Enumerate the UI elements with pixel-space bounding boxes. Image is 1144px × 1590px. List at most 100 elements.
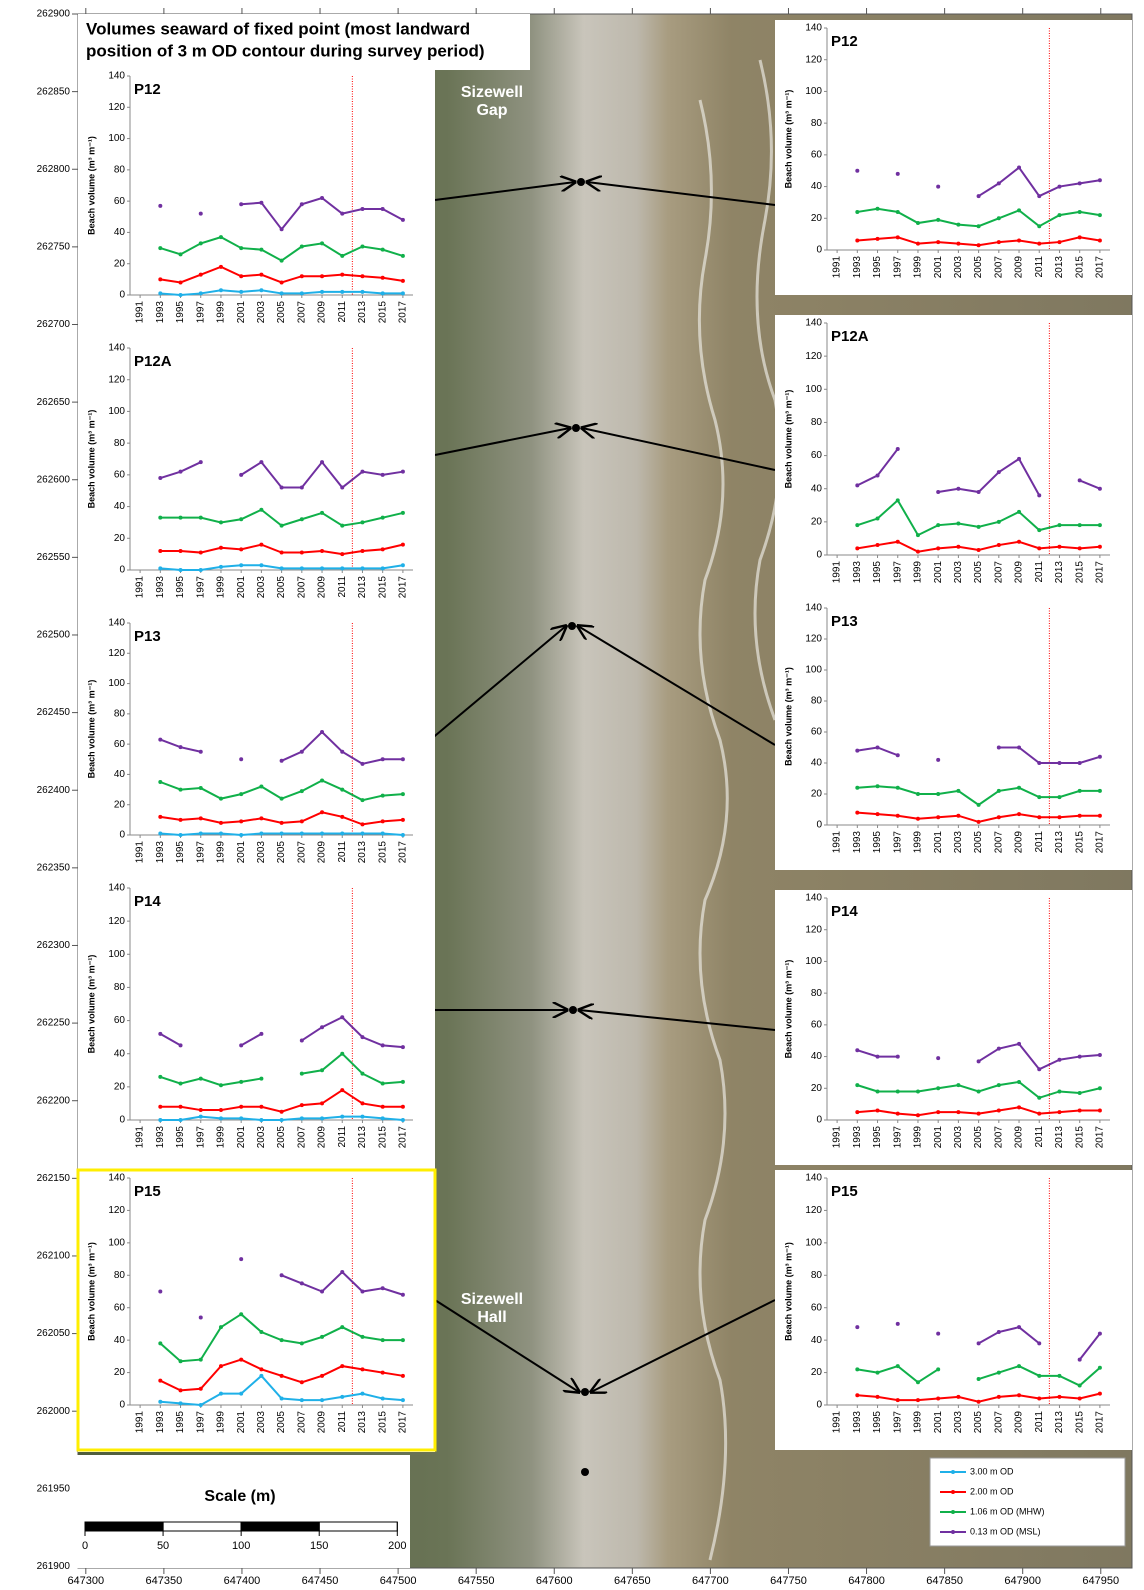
data-point (380, 566, 385, 571)
data-point (1037, 815, 1042, 820)
data-point (158, 1118, 163, 1122)
data-point (239, 563, 244, 568)
data-point (320, 778, 325, 783)
y-tick-label: 40 (811, 483, 823, 494)
data-point (380, 793, 385, 798)
data-point (1077, 1357, 1082, 1362)
x-tick-label: 1991 (832, 831, 843, 854)
scale-tick-label: 0 (82, 1540, 88, 1552)
chart-panel (78, 340, 435, 615)
y-tick-label: 60 (114, 739, 126, 750)
data-point (875, 1370, 880, 1375)
y-tick-label: 100 (108, 678, 125, 689)
chart-title: P14 (134, 893, 161, 910)
data-point (915, 533, 920, 538)
y-tick-label: 0 (816, 1115, 822, 1126)
data-point (299, 202, 304, 207)
data-point (198, 291, 203, 296)
x-tick-label: 1991 (832, 1411, 843, 1434)
data-point (1037, 795, 1042, 800)
data-point (178, 1359, 183, 1364)
data-point (360, 1035, 365, 1040)
data-point (279, 1109, 284, 1114)
data-point (1057, 184, 1062, 189)
data-point (360, 1289, 365, 1294)
y-tick-label: 60 (811, 1019, 823, 1030)
y-tick-label: 140 (108, 343, 125, 354)
data-point (976, 548, 981, 553)
data-point (360, 289, 365, 294)
data-point (299, 244, 304, 249)
x-tick-label: 2015 (1074, 256, 1085, 279)
data-point (895, 1398, 900, 1403)
legend-label: 2.00 m OD (970, 1486, 1014, 1496)
data-point (400, 1338, 405, 1343)
y-axis-label: Beach volume (m³ m⁻¹) (86, 955, 96, 1054)
x-tick-label: 2013 (357, 1126, 368, 1149)
place-label: Gap (476, 102, 507, 119)
data-point (1037, 224, 1042, 229)
x-tick-label: 1995 (872, 256, 883, 279)
profile-point (581, 1468, 589, 1476)
data-point (400, 1079, 405, 1084)
x-tick-label: 2017 (398, 1126, 409, 1149)
data-point (279, 485, 284, 490)
y-axis-label: Beach volume (m³ m⁻¹) (783, 667, 793, 766)
data-point (178, 293, 183, 297)
data-point (218, 1116, 223, 1121)
data-point (1077, 1383, 1082, 1388)
data-point (976, 1377, 981, 1382)
data-point (1017, 238, 1022, 243)
y-tick-label: 40 (114, 769, 126, 780)
y-tick-label: 262200 (37, 1095, 71, 1106)
x-tick-label: 2011 (1034, 831, 1045, 853)
x-tick-label: 647400 (224, 1575, 261, 1585)
data-point (198, 1114, 203, 1119)
x-tick-label: 2007 (993, 256, 1004, 279)
x-tick-label: 1997 (892, 256, 903, 279)
x-tick-label: 2015 (377, 576, 388, 599)
x-tick-label: 2011 (337, 576, 348, 598)
data-point (198, 1315, 203, 1320)
y-tick-label: 140 (108, 1173, 125, 1184)
y-tick-label: 140 (108, 618, 125, 629)
y-tick-label: 262500 (37, 630, 71, 641)
data-point (299, 819, 304, 824)
data-point (320, 1068, 325, 1073)
x-tick-label: 1991 (135, 841, 146, 864)
data-point (178, 280, 183, 285)
data-point (218, 796, 223, 801)
data-point (198, 831, 203, 836)
x-tick-label: 2007 (296, 1411, 307, 1434)
data-point (340, 566, 345, 571)
data-point (915, 221, 920, 226)
y-tick-label: 0 (816, 550, 822, 561)
profile-arrow (434, 1299, 579, 1392)
data-point (239, 1391, 244, 1396)
data-point (218, 1325, 223, 1330)
y-axis-label: Beach volume (m³ m⁻¹) (783, 90, 793, 189)
data-point (360, 548, 365, 553)
data-point (259, 460, 264, 465)
data-point (259, 1373, 264, 1378)
data-point (1057, 1394, 1062, 1399)
legend-label: 0.13 m OD (MSL) (970, 1526, 1041, 1536)
profile-arrow (434, 182, 575, 201)
data-point (976, 224, 981, 229)
data-point (239, 1312, 244, 1317)
data-point (976, 243, 981, 248)
data-point (360, 520, 365, 525)
data-point (178, 1401, 183, 1406)
x-tick-label: 1997 (892, 831, 903, 854)
y-tick-label: 100 (805, 1237, 822, 1248)
scale-box (72, 1455, 410, 1568)
data-point (259, 1076, 264, 1081)
data-point (1077, 788, 1082, 793)
y-tick-label: 60 (811, 1302, 823, 1313)
chart-title: P12 (831, 33, 858, 50)
data-point (360, 1391, 365, 1396)
y-tick-label: 100 (805, 956, 822, 967)
data-point (360, 244, 365, 249)
data-point (178, 1118, 183, 1122)
data-point (996, 815, 1001, 820)
